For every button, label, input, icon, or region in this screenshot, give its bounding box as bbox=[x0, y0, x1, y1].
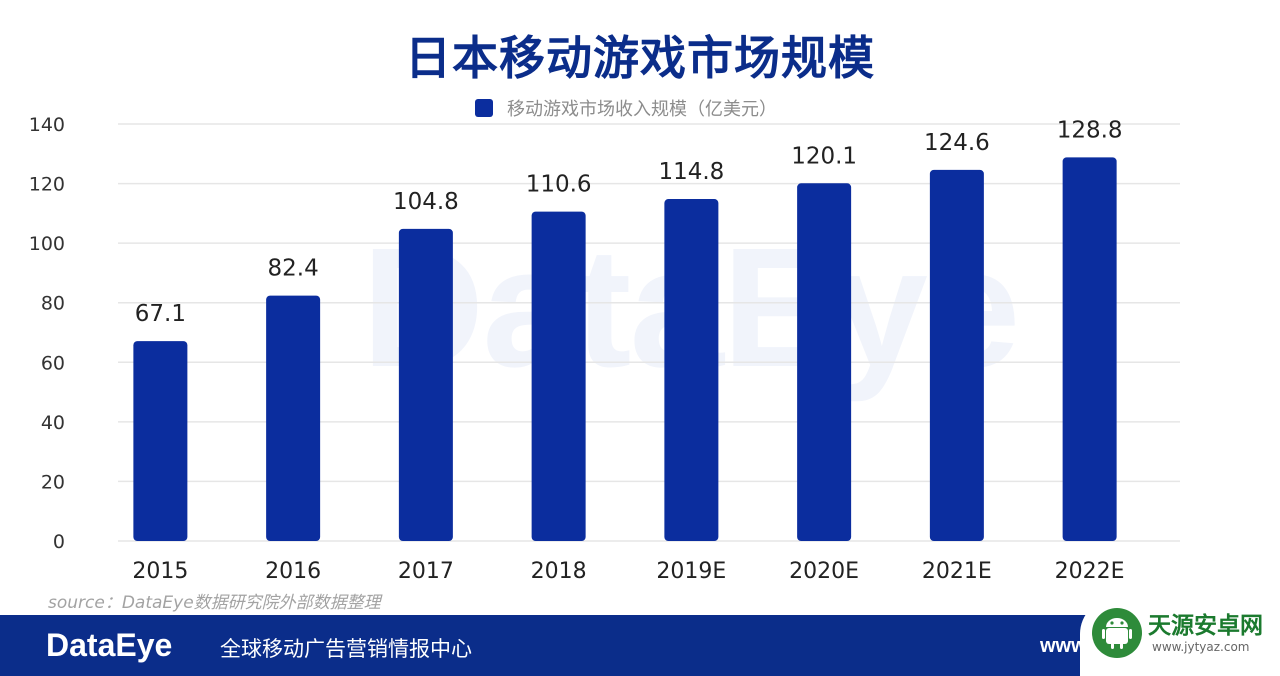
bar bbox=[1062, 157, 1117, 542]
y-tick-label: 100 bbox=[29, 233, 65, 255]
data-label: 67.1 bbox=[135, 301, 186, 327]
source-note: source：DataEye数据研究院外部数据整理 bbox=[48, 593, 381, 613]
x-tick-label: 2019E bbox=[656, 559, 726, 584]
data-label: 120.1 bbox=[791, 143, 857, 169]
y-tick-label: 20 bbox=[41, 471, 65, 493]
legend-swatch bbox=[475, 99, 493, 117]
bar bbox=[266, 295, 321, 541]
x-tick-label: 2016 bbox=[265, 559, 321, 584]
bar bbox=[929, 169, 984, 541]
y-tick-label: 0 bbox=[53, 531, 65, 553]
bar bbox=[797, 183, 852, 542]
x-tick-label: 2017 bbox=[398, 559, 454, 584]
bar bbox=[531, 211, 586, 541]
x-tick-label: 2021E bbox=[922, 559, 992, 584]
y-tick-label: 60 bbox=[41, 352, 65, 374]
bar bbox=[664, 199, 719, 541]
badge-site-name: 天源安卓网 bbox=[1148, 613, 1263, 639]
legend-label: 移动游戏市场收入规模（亿美元） bbox=[507, 99, 777, 120]
x-tick-label: 2018 bbox=[531, 559, 587, 584]
footer-logo: DataEye bbox=[46, 627, 173, 663]
x-tick-label: 2020E bbox=[789, 559, 859, 584]
y-tick-label: 120 bbox=[29, 174, 65, 196]
footer-url: www bbox=[1040, 635, 1087, 657]
x-tick-label: 2022E bbox=[1055, 559, 1125, 584]
bar bbox=[398, 228, 453, 542]
badge-site-url: www.jytyaz.com bbox=[1152, 640, 1250, 654]
data-label: 114.8 bbox=[658, 159, 724, 185]
y-tick-label: 80 bbox=[41, 293, 65, 315]
data-label: 128.8 bbox=[1057, 117, 1123, 143]
y-tick-label: 140 bbox=[29, 114, 65, 136]
chart-legend: 移动游戏市场收入规模（亿美元） bbox=[475, 95, 777, 121]
chart-title: 日本移动游戏市场规模 bbox=[405, 31, 875, 85]
data-label: 110.6 bbox=[526, 172, 592, 198]
bar-chart: 0 20 40 60 80 100 120 140 67.1 2015 82.4 2016 104.8 2… bbox=[29, 114, 1180, 584]
footer-tagline: 全球移动广告营销情报中心 bbox=[220, 637, 472, 661]
bar bbox=[133, 341, 188, 541]
footer-bar: DataEye 全球移动广告营销情报中心 www bbox=[0, 615, 1280, 676]
android-icon bbox=[1092, 608, 1142, 658]
data-label: 82.4 bbox=[268, 256, 319, 282]
y-tick-label: 40 bbox=[41, 412, 65, 434]
x-tick-label: 2015 bbox=[132, 559, 188, 584]
data-label: 104.8 bbox=[393, 189, 459, 215]
site-badge: 天源安卓网 www.jytyaz.com bbox=[1080, 598, 1280, 676]
data-label: 124.6 bbox=[924, 130, 990, 156]
